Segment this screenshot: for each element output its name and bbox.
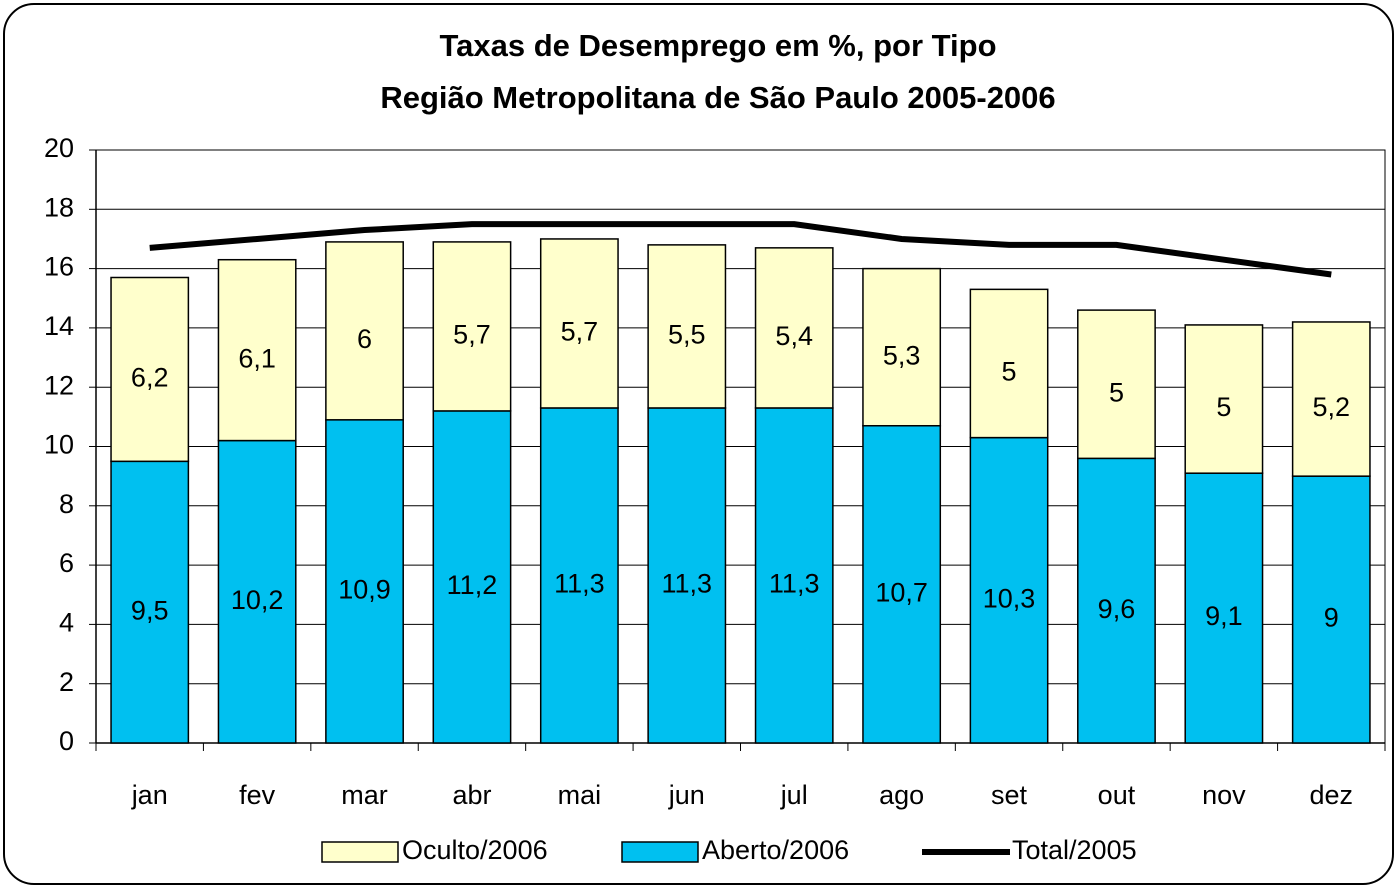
bar [862, 267, 942, 427]
bar [110, 460, 190, 744]
y-tick-label: 4 [59, 608, 74, 638]
bar [647, 244, 727, 409]
x-tick-label: nov [1202, 780, 1246, 810]
bar [325, 419, 404, 744]
bar [1184, 472, 1264, 744]
y-tick-label: 6 [59, 548, 74, 578]
x-tick-label: out [1098, 780, 1136, 810]
bar [432, 410, 512, 744]
bar [110, 276, 190, 463]
data-label: 5,2 [1313, 392, 1351, 422]
y-tick-label: 14 [44, 311, 74, 341]
bar [1291, 475, 1371, 744]
legend-label: Aberto/2006 [702, 835, 849, 865]
data-label: 5 [1109, 377, 1124, 407]
data-label: 5 [1216, 392, 1231, 422]
legend-label: Total/2005 [1012, 835, 1137, 865]
bar [1291, 321, 1371, 477]
bar [969, 288, 1049, 439]
data-label: 9,6 [1098, 594, 1136, 624]
y-tick-label: 10 [44, 430, 74, 460]
y-tick-label: 16 [44, 252, 74, 282]
bar [217, 258, 297, 442]
bar [1184, 324, 1264, 474]
data-label: 5,7 [561, 317, 599, 347]
x-tick-label: jan [131, 780, 168, 810]
data-label: 9,5 [131, 595, 169, 625]
data-label: 10,3 [983, 583, 1036, 613]
chart-subtitle: Região Metropolitana de São Paulo 2005-2… [380, 80, 1055, 115]
data-label: 5,7 [453, 320, 491, 350]
data-label: 10,2 [231, 585, 284, 615]
y-tick-label: 12 [44, 370, 74, 400]
data-label: 9,1 [1205, 601, 1243, 631]
bar [754, 407, 834, 744]
y-tick-label: 2 [59, 667, 74, 697]
data-label: 5,4 [775, 321, 813, 351]
data-label: 11,2 [447, 570, 498, 600]
x-tick-label: abr [452, 780, 491, 810]
bar [1077, 309, 1156, 460]
line [149, 221, 1332, 278]
bar [862, 424, 942, 744]
bar [432, 241, 512, 412]
legend-swatch [321, 841, 399, 863]
data-label: 11,3 [554, 569, 605, 599]
data-label: 6 [357, 324, 372, 354]
x-tick-label: fev [239, 780, 276, 810]
bar [647, 407, 727, 744]
data-label: 9 [1324, 603, 1339, 633]
x-tick-label: dez [1310, 780, 1354, 810]
bar [539, 407, 619, 744]
bar [325, 241, 404, 421]
data-label: 10,9 [338, 575, 391, 605]
legend-label: Oculto/2006 [402, 835, 548, 865]
y-tick-label: 18 [44, 192, 74, 222]
x-tick-label: ago [879, 780, 924, 810]
data-label: 5,5 [668, 320, 706, 350]
data-label: 5,3 [883, 340, 921, 370]
x-tick-label: mar [341, 780, 388, 810]
y-tick-label: 0 [59, 726, 74, 756]
y-tick-label: 20 [44, 133, 74, 163]
bar [1077, 457, 1156, 744]
y-tick-label: 8 [59, 489, 74, 519]
x-tick-label: jul [780, 780, 808, 810]
chart-title: Taxas de Desemprego em %, por Tipo [439, 28, 996, 63]
data-label: 11,3 [662, 569, 713, 599]
x-tick-label: mai [558, 780, 602, 810]
x-tick-label: set [991, 780, 1028, 810]
data-label: 6,1 [238, 343, 276, 373]
data-label: 10,7 [875, 577, 928, 607]
x-tick-label: jun [668, 780, 705, 810]
bar [754, 247, 834, 409]
data-label: 5 [1002, 357, 1017, 387]
data-label: 11,3 [769, 569, 820, 599]
legend-swatch [621, 841, 699, 863]
data-label: 6,2 [131, 363, 169, 393]
bar [969, 436, 1049, 744]
bar [217, 439, 297, 744]
bar [539, 238, 619, 409]
